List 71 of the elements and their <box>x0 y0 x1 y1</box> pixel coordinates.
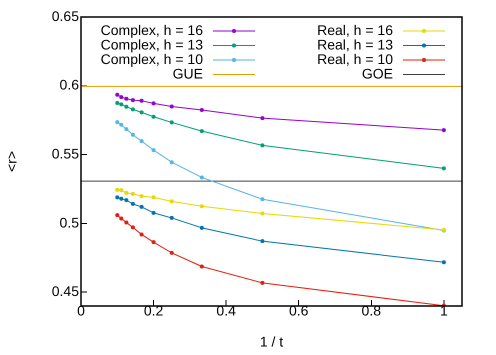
y-tick-label: 0.6 <box>60 76 80 93</box>
point <box>170 160 174 164</box>
point <box>140 194 144 198</box>
point <box>442 260 446 264</box>
point <box>119 188 124 192</box>
point <box>140 204 144 209</box>
legend-label: GUE <box>172 65 203 82</box>
point <box>124 104 128 109</box>
point <box>152 148 156 152</box>
point <box>115 101 120 106</box>
x-axis-title: 1 / t <box>260 333 284 350</box>
y-tick-label: 0.55 <box>52 145 80 162</box>
point <box>119 102 124 106</box>
point <box>260 116 264 120</box>
point <box>200 226 204 230</box>
point <box>152 195 156 200</box>
point <box>152 101 156 106</box>
point <box>152 210 156 215</box>
point <box>124 190 128 195</box>
point <box>140 98 144 103</box>
legend-label: Complex, h = 16 <box>100 22 204 38</box>
point <box>152 240 156 244</box>
x-tick-label: 1 <box>440 302 448 318</box>
y-axis-title: <r> <box>3 150 20 172</box>
point <box>115 195 120 200</box>
point <box>260 197 264 202</box>
point <box>170 216 174 220</box>
y-tick-label: 0.65 <box>52 8 80 24</box>
y-tick-label: 0.5 <box>60 214 80 230</box>
point <box>140 110 144 114</box>
legend-label: Real, h = 13 <box>317 36 394 52</box>
point <box>115 120 120 124</box>
point <box>130 225 135 230</box>
point <box>124 96 128 101</box>
point <box>200 204 204 208</box>
point <box>200 175 204 180</box>
point <box>200 264 204 269</box>
point <box>170 104 174 108</box>
point <box>130 107 135 112</box>
point <box>260 239 264 244</box>
point <box>130 132 135 137</box>
point <box>124 220 128 224</box>
point <box>115 213 120 218</box>
point <box>260 212 264 216</box>
point <box>152 114 156 119</box>
point <box>130 192 135 196</box>
legend-label: GOE <box>362 65 393 82</box>
point <box>260 143 264 148</box>
point <box>170 250 174 255</box>
point <box>124 127 128 132</box>
point <box>442 166 446 170</box>
point <box>119 196 124 201</box>
point <box>124 198 128 202</box>
point <box>140 232 144 236</box>
legend-label: Real, h = 16 <box>317 22 394 38</box>
point <box>200 129 204 134</box>
point <box>260 280 264 285</box>
point <box>442 128 446 132</box>
legend-label: Real, h = 10 <box>317 50 394 67</box>
point <box>140 139 144 144</box>
point <box>170 199 174 204</box>
point <box>200 108 204 112</box>
y-tick-label: 0.45 <box>52 283 80 300</box>
point <box>130 98 135 102</box>
point <box>115 92 120 97</box>
point <box>130 202 135 206</box>
point <box>119 95 124 100</box>
point <box>115 188 120 192</box>
point <box>119 216 124 220</box>
point <box>170 120 174 124</box>
point <box>119 122 124 127</box>
